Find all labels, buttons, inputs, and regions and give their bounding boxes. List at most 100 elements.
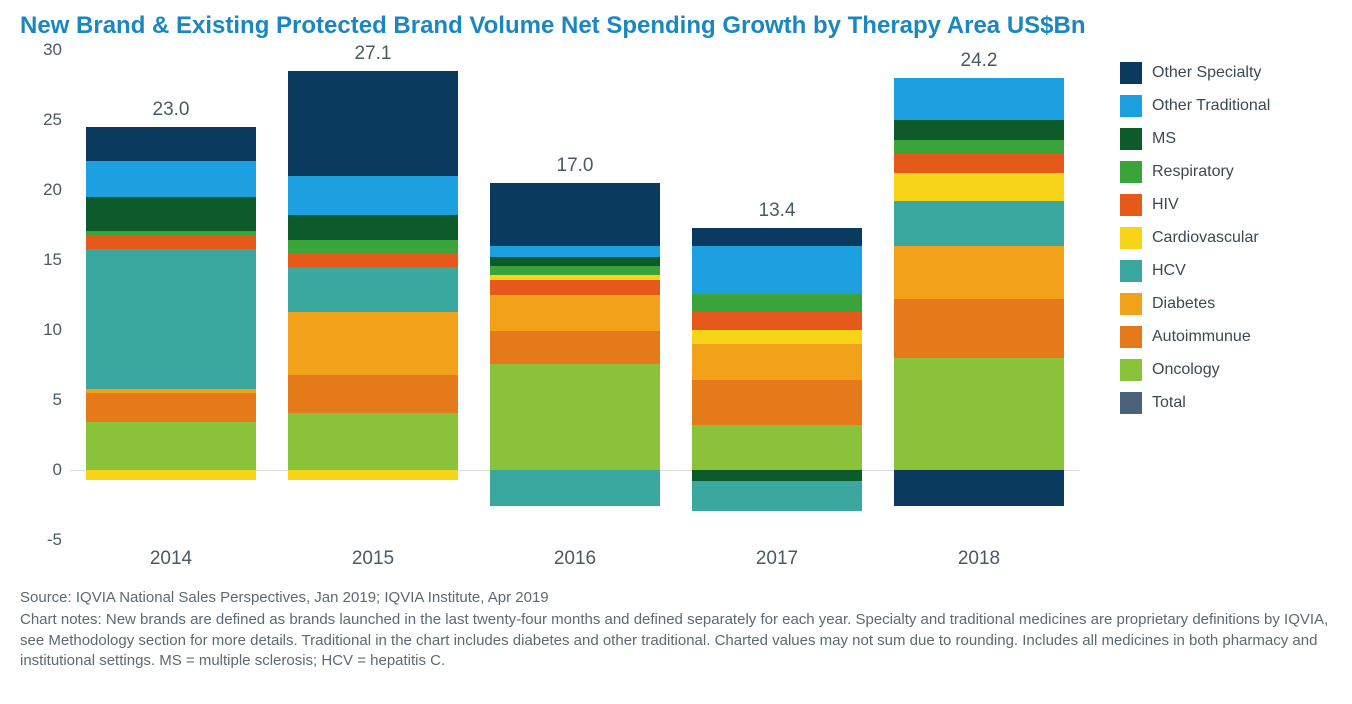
legend-item: HCV	[1120, 260, 1300, 282]
bar-column: 24.2	[894, 50, 1064, 540]
legend-label: Other Specialty	[1152, 64, 1261, 82]
bar-segment	[692, 481, 862, 510]
bar-segment	[692, 246, 862, 294]
legend-swatch	[1120, 392, 1142, 414]
bar-segment	[86, 197, 256, 231]
bar-segment	[692, 380, 862, 425]
bar-segment	[288, 176, 458, 215]
bar-segment	[894, 358, 1064, 470]
bar-segment	[692, 312, 862, 330]
bar-column: 17.0	[490, 50, 660, 540]
legend-item: MS	[1120, 128, 1300, 150]
bar-segment	[490, 331, 660, 363]
legend-item: Cardiovascular	[1120, 227, 1300, 249]
bar-segment	[86, 393, 256, 422]
bar-segment	[86, 470, 256, 480]
bar-column: 27.1	[288, 50, 458, 540]
bar-segment	[490, 246, 660, 257]
legend-swatch	[1120, 293, 1142, 315]
legend-label: MS	[1152, 130, 1176, 148]
y-tick-label: 15	[43, 250, 62, 270]
legend-label: Respiratory	[1152, 163, 1234, 181]
legend-label: Total	[1152, 394, 1186, 412]
y-tick-label: 30	[43, 40, 62, 60]
bar-segment	[288, 215, 458, 240]
legend-item: Autoimmunue	[1120, 326, 1300, 348]
bar-total-label: 23.0	[86, 99, 256, 121]
bar-segment	[288, 413, 458, 470]
legend-item: Other Specialty	[1120, 62, 1300, 84]
legend-item: Oncology	[1120, 359, 1300, 381]
bar-segment	[894, 78, 1064, 120]
bar-segment	[894, 201, 1064, 246]
bar-total-label: 27.1	[288, 43, 458, 65]
chart-title: New Brand & Existing Protected Brand Vol…	[20, 12, 1332, 40]
y-tick-label: 10	[43, 320, 62, 340]
bar-segment	[86, 235, 256, 249]
y-tick-label: -5	[47, 530, 62, 550]
bar-segment	[490, 280, 660, 295]
legend-item: Other Traditional	[1120, 95, 1300, 117]
bar-segment	[894, 120, 1064, 140]
bar-segment	[288, 253, 458, 267]
bar-segment	[288, 267, 458, 312]
bar-segment	[894, 246, 1064, 299]
legend-swatch	[1120, 326, 1142, 348]
legend-label: Diabetes	[1152, 295, 1215, 313]
bar-segment	[692, 228, 862, 246]
bar-segment	[86, 422, 256, 470]
bar-segment	[692, 330, 862, 344]
legend-label: Oncology	[1152, 361, 1220, 379]
chart-footnotes: Source: IQVIA National Sales Perspective…	[20, 588, 1332, 671]
bar-segment	[894, 299, 1064, 358]
bar-segment	[288, 240, 458, 253]
legend-label: Autoimmunue	[1152, 328, 1251, 346]
bar-segment	[490, 266, 660, 276]
bar-segment	[490, 295, 660, 331]
y-tick-label: 20	[43, 180, 62, 200]
legend-swatch	[1120, 260, 1142, 282]
bar-segment	[692, 344, 862, 380]
bar-segment	[86, 161, 256, 197]
legend-item: Total	[1120, 392, 1300, 414]
legend: Other Specialty Other Traditional MS Respir…	[1080, 50, 1300, 425]
y-tick-label: 0	[53, 460, 62, 480]
bar-segment	[894, 173, 1064, 201]
bar-segment	[86, 249, 256, 389]
y-axis: -5051015202530	[20, 50, 70, 540]
x-axis: 20142015201620172018	[70, 548, 1080, 570]
legend-item: Diabetes	[1120, 293, 1300, 315]
legend-label: Other Traditional	[1152, 97, 1270, 115]
x-tick-label: 2018	[894, 548, 1064, 570]
bar-total-label: 13.4	[692, 200, 862, 222]
legend-label: HCV	[1152, 262, 1186, 280]
legend-label: Cardiovascular	[1152, 229, 1259, 247]
x-tick-label: 2016	[490, 548, 660, 570]
legend-swatch	[1120, 95, 1142, 117]
legend-swatch	[1120, 62, 1142, 84]
bar-segment	[490, 257, 660, 265]
bar-segment	[894, 154, 1064, 174]
y-tick-label: 25	[43, 110, 62, 130]
bar-segment	[288, 312, 458, 375]
bar-segment	[894, 140, 1064, 154]
bar-total-label: 17.0	[490, 155, 660, 177]
legend-swatch	[1120, 359, 1142, 381]
legend-swatch	[1120, 128, 1142, 150]
bar-total-label: 24.2	[894, 50, 1064, 72]
x-tick-label: 2014	[86, 548, 256, 570]
bar-segment	[288, 71, 458, 176]
bar-segment	[490, 470, 660, 506]
bar-segment	[692, 425, 862, 470]
legend-item: Respiratory	[1120, 161, 1300, 183]
bar-column: 13.4	[692, 50, 862, 540]
x-tick-label: 2015	[288, 548, 458, 570]
legend-label: HIV	[1152, 196, 1179, 214]
bar-segment	[86, 389, 256, 393]
bar-segment	[86, 127, 256, 161]
notes-line: Chart notes: New brands are defined as b…	[20, 610, 1332, 671]
bar-segment	[490, 364, 660, 470]
legend-swatch	[1120, 161, 1142, 183]
bar-segment	[692, 470, 862, 481]
bar-segment	[894, 470, 1064, 506]
